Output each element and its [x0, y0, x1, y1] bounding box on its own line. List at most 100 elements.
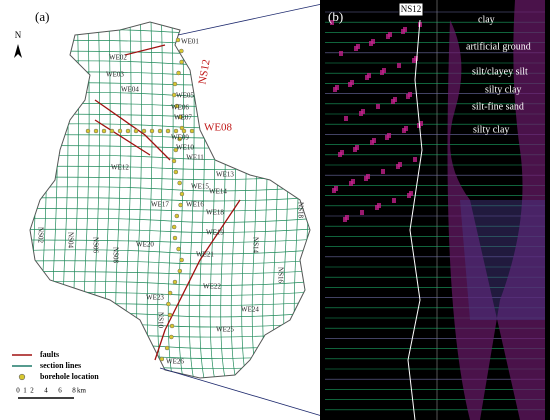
borehole: [165, 128, 171, 134]
borehole: [133, 128, 139, 134]
section-label: WE11: [186, 154, 204, 162]
section-drawing: clay artificial ground silt/clayey silt sil…: [325, 0, 545, 420]
legend-label: section lines: [40, 361, 81, 370]
section-label: WE22: [203, 283, 221, 291]
section-label: WE26: [166, 358, 184, 366]
borehole: [181, 128, 187, 134]
section-label: WE16: [186, 201, 204, 209]
section-name: NS12: [401, 4, 422, 14]
borehole: [173, 128, 179, 134]
section-body: [447, 0, 545, 420]
section-line: [304, 22, 310, 378]
section-name-box: [398, 2, 424, 17]
layer-label: silt/clayey silt: [472, 66, 528, 77]
section-label: NS16: [276, 267, 284, 283]
layer-patch: [406, 94, 410, 99]
section-label: WE23: [146, 294, 164, 302]
layer-patch: [391, 99, 395, 104]
borehole: [174, 103, 180, 109]
panel-label: (a): [35, 9, 49, 24]
borehole: [171, 92, 177, 98]
layer-patch: [369, 41, 373, 46]
borehole: [125, 128, 131, 134]
layer-label: silty clay: [485, 84, 521, 95]
layer-patch: [338, 152, 342, 157]
section-line: [30, 238, 310, 243]
fault: [94, 119, 151, 156]
section-label: WE10: [176, 144, 194, 152]
layer-label: clay: [478, 14, 495, 25]
section-label: WE15: [191, 183, 209, 191]
borehole: [176, 246, 181, 252]
borehole: [174, 213, 180, 219]
fault: [154, 199, 241, 361]
layer-patch: [402, 128, 406, 133]
borehole: [177, 136, 182, 142]
section-line: [30, 280, 310, 286]
layer-patch: [343, 217, 347, 222]
section-body: [460, 200, 545, 320]
borehole: [85, 128, 91, 134]
layer-patch: [333, 87, 337, 92]
borehole: [169, 323, 175, 329]
borehole: [149, 128, 155, 134]
section-line: [30, 186, 310, 192]
layer-patch: [359, 111, 363, 116]
section-label: WE18: [206, 209, 224, 217]
borehole: [179, 125, 185, 131]
borehole: [171, 158, 177, 164]
north-arrow: [14, 44, 22, 58]
legend-label: borehole location: [40, 372, 99, 381]
scale-bar: 0 1 2 4 6 8 km: [16, 387, 87, 399]
layer-patch: [401, 29, 405, 34]
borehole: [178, 202, 183, 208]
panel-label: (b): [328, 9, 343, 24]
section-label: WE07: [174, 114, 192, 122]
layer-patch: [397, 63, 401, 68]
borehole: [177, 180, 182, 186]
layer-patch: [360, 210, 364, 215]
section-outline: [407, 19, 423, 420]
scale-tick-label: 0: [16, 387, 20, 395]
section-line: [30, 259, 310, 265]
borehole: [177, 268, 183, 274]
borehole: [117, 128, 123, 134]
layer-patch: [332, 188, 336, 193]
section-label: WE05: [176, 92, 194, 100]
section-label: NS02: [36, 227, 44, 243]
borehole: [171, 224, 177, 230]
section-line: [157, 22, 164, 378]
highlight-section-label: NS12: [196, 59, 212, 86]
legend-label: faults: [40, 350, 59, 359]
layer-patch: [380, 70, 384, 75]
section-label: NS14: [251, 237, 259, 253]
section-label: WE06: [171, 104, 189, 112]
layer-patch: [349, 181, 353, 186]
layer-patch: [339, 51, 343, 56]
borehole: [167, 290, 173, 296]
borehole: [189, 128, 195, 134]
layer-patch: [364, 176, 368, 181]
borehole: [179, 257, 184, 263]
north-label: N: [15, 30, 22, 40]
borehole: [164, 345, 170, 351]
connector: [177, 3, 323, 36]
layer-patch: [344, 116, 348, 121]
borehole: [175, 37, 181, 43]
section-label: WE03: [106, 71, 124, 79]
section-line: [31, 22, 38, 378]
scale-tick-label: 8: [72, 387, 76, 395]
section-label: WE01: [181, 38, 199, 46]
layer-patch: [353, 147, 357, 152]
fault: [124, 44, 166, 56]
layer-patch: [381, 169, 385, 174]
layer-patch: [413, 157, 417, 162]
section-label: NS10: [156, 312, 164, 328]
section-label: WE21: [196, 251, 214, 259]
section-label: WE14: [209, 188, 227, 196]
borehole: [179, 48, 184, 54]
layer-patch: [396, 164, 400, 169]
layer-patch: [370, 140, 374, 145]
scale-tick-label: 2: [30, 387, 34, 395]
